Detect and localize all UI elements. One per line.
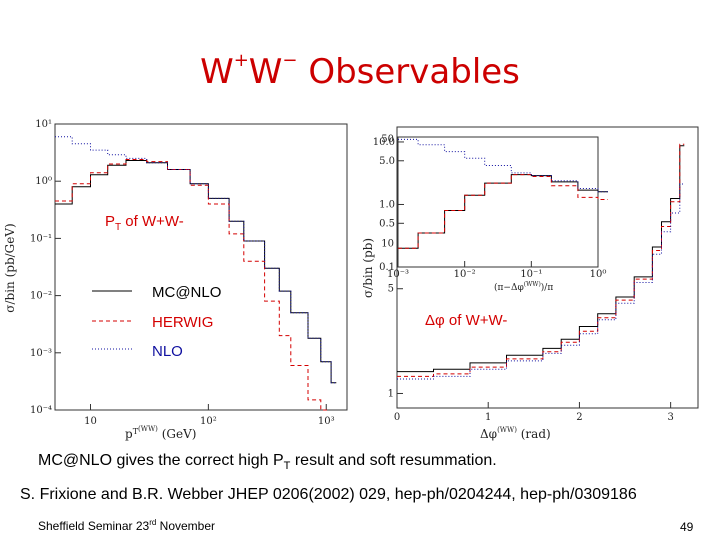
series-nlo [397, 183, 685, 380]
x-tick-label: 10 [84, 416, 97, 427]
pt-plot: 10 10² 10³ 10¹ 10⁰ 10⁻¹ 10⁻² 10⁻³ 10⁻⁴ [30, 119, 337, 427]
x-tick-label: 10⁻³ [387, 269, 409, 280]
y-tick-label: 10⁻¹ [30, 233, 52, 244]
footer-text: Sheffield Seminar 23rd November [38, 518, 215, 533]
pt-annotation: PT of W+W- [105, 213, 184, 233]
reference-text: S. Frixione and B.R. Webber JHEP 0206(20… [20, 486, 637, 503]
x-tick-label: 10³ [318, 416, 335, 427]
y-tick-label: 10⁰ [35, 176, 52, 187]
x-tick-label: 10⁻¹ [520, 269, 542, 280]
y-tick-label: 10⁻⁴ [30, 405, 52, 416]
y-tick-label: 1 [388, 388, 394, 399]
y-tick-label: 10⁻³ [30, 348, 52, 359]
x-tick-label: 0 [394, 412, 400, 423]
x-tick-label: 3 [667, 412, 673, 423]
x-tick-label: 10⁻² [454, 269, 476, 280]
pt-plot-frame [54, 123, 348, 411]
page-number: 49 [680, 520, 694, 534]
y-tick-label: 10¹ [35, 119, 52, 130]
dphi-plot-frame [396, 126, 699, 409]
series-herwig [398, 174, 608, 249]
y-tick-label: 10⁻² [30, 291, 52, 302]
pt-ylabel: σ/bin (pb/GeV) [3, 223, 17, 312]
y-tick-label: 50 [381, 134, 394, 145]
y-tick-label: 0.1 [379, 262, 395, 273]
dphi-xlabel: Δφ(WW) (rad) [480, 426, 551, 441]
summary-text: MC@NLO gives the correct high PT result … [38, 452, 497, 473]
x-tick-label: 10⁰ [590, 269, 607, 280]
series-mc-nlo [397, 145, 685, 373]
series-mc-nlo [55, 160, 337, 384]
slide-title: W+W− Observables [200, 50, 520, 92]
y-tick-label: 5.0 [379, 156, 395, 167]
dphi-ylabel: σ/bin (pb) [361, 238, 375, 298]
y-tick-label: 0.5 [379, 218, 395, 229]
y-tick-label: 10.0 [373, 137, 395, 148]
legend-mcnlo-label: MC@NLO [152, 284, 221, 301]
y-tick-label: 5 [388, 284, 394, 295]
pt-xlabel: pT(WW) (GeV) [125, 425, 196, 441]
dphi-annotation: Δφ of W+W- [425, 312, 507, 329]
x-tick-label: 2 [576, 412, 582, 423]
inset-frame [397, 136, 599, 268]
legend-nlo-label: NLO [152, 343, 183, 360]
series-nlo [55, 136, 337, 384]
legend-herwig-label: HERWIG [152, 314, 213, 331]
series-herwig [55, 159, 328, 411]
x-tick-label: 1 [485, 412, 491, 423]
inset-plot: 10⁻³ 10⁻² 10⁻¹ 10⁰ 10.0 5.0 1.0 0.5 0.1 [373, 137, 608, 280]
x-tick-label: 10² [200, 416, 217, 427]
y-tick-label: 1.0 [379, 199, 395, 210]
inset-xlabel: (π−Δφ(WW))/π [494, 281, 553, 293]
y-tick-label: 10 [381, 239, 394, 250]
dphi-plot: 0 1 2 3 50 10 5 1 [381, 134, 685, 423]
